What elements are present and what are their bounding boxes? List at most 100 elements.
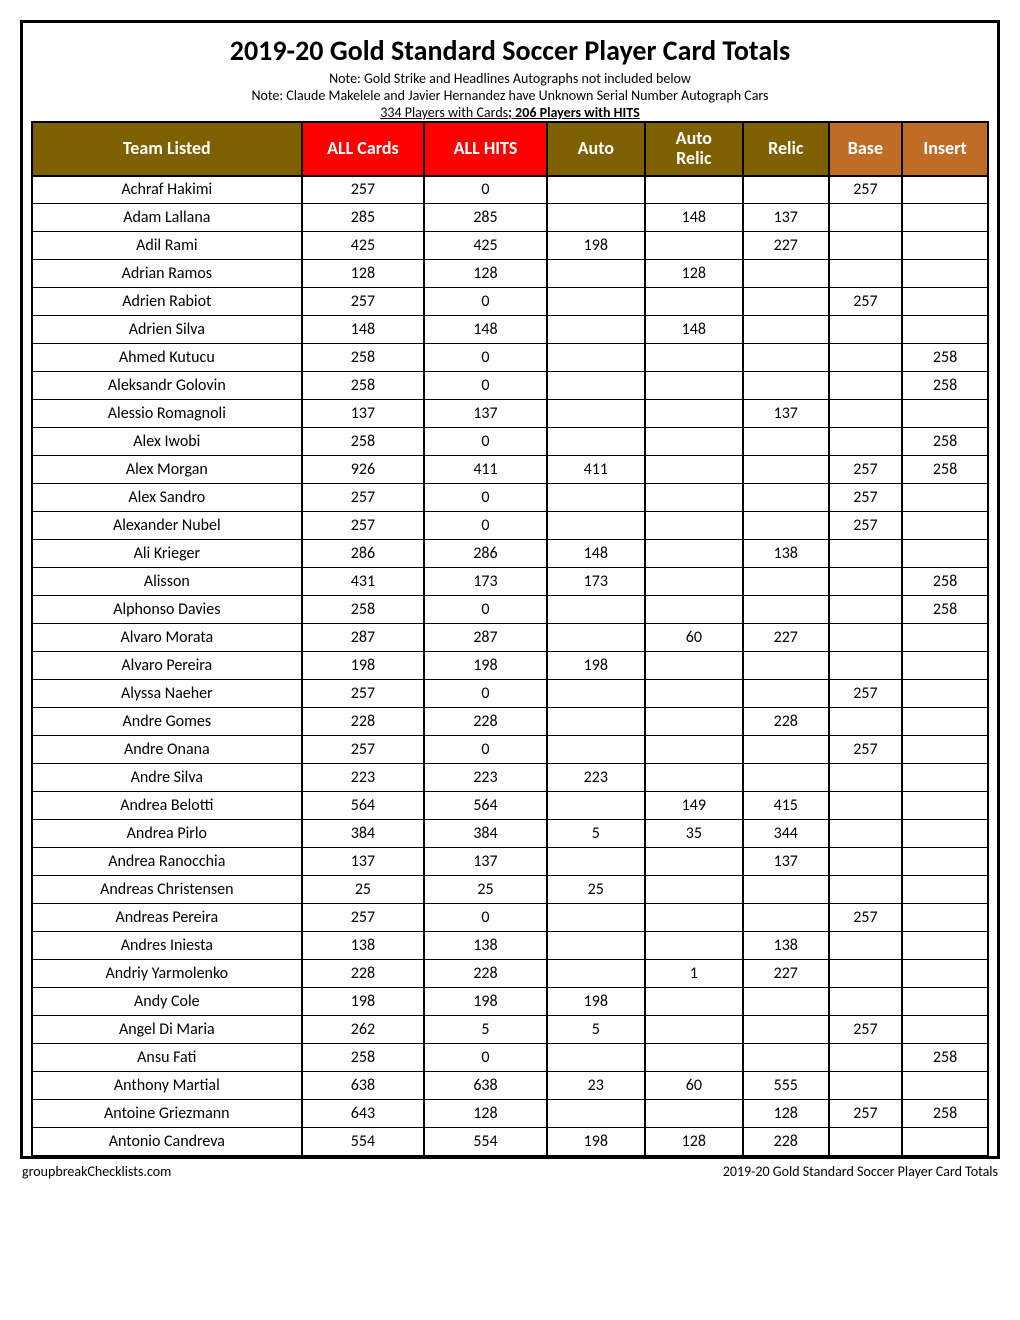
table-row: Alvaro Morata28728760227 <box>32 624 988 652</box>
value-cell <box>829 204 903 232</box>
table-row: Alisson431173173258 <box>32 568 988 596</box>
value-cell: 0 <box>424 904 547 932</box>
value-cell <box>743 176 829 204</box>
player-name-cell: Adrian Ramos <box>32 260 302 288</box>
table-body: Achraf Hakimi2570257Adam Lallana28528514… <box>32 176 988 1156</box>
value-cell: 0 <box>424 428 547 456</box>
column-header: ALL HITS <box>424 122 547 176</box>
value-cell <box>902 820 988 848</box>
value-cell <box>902 288 988 316</box>
value-cell: 411 <box>547 456 645 484</box>
value-cell <box>743 484 829 512</box>
value-cell: 148 <box>547 540 645 568</box>
player-name-cell: Aleksandr Golovin <box>32 372 302 400</box>
value-cell <box>743 316 829 344</box>
value-cell: 0 <box>424 680 547 708</box>
player-name-cell: Adil Rami <box>32 232 302 260</box>
table-row: Adam Lallana285285148137 <box>32 204 988 232</box>
value-cell <box>645 540 743 568</box>
value-cell <box>902 848 988 876</box>
value-cell <box>829 988 903 1016</box>
value-cell <box>645 232 743 260</box>
table-row: Andrea Ranocchia137137137 <box>32 848 988 876</box>
value-cell <box>547 512 645 540</box>
player-name-cell: Antoine Griezmann <box>32 1100 302 1128</box>
table-row: Adrien Rabiot2570257 <box>32 288 988 316</box>
value-cell: 926 <box>302 456 425 484</box>
value-cell: 425 <box>302 232 425 260</box>
value-cell: 257 <box>302 512 425 540</box>
value-cell: 257 <box>829 456 903 484</box>
table-row: Alphonso Davies2580258 <box>32 596 988 624</box>
column-header: ALL Cards <box>302 122 425 176</box>
value-cell: 257 <box>302 288 425 316</box>
value-cell: 228 <box>424 708 547 736</box>
table-row: Aleksandr Golovin2580258 <box>32 372 988 400</box>
value-cell: 198 <box>547 652 645 680</box>
player-name-cell: Adrien Rabiot <box>32 288 302 316</box>
player-name-cell: Andrea Pirlo <box>32 820 302 848</box>
value-cell <box>645 680 743 708</box>
column-header: Auto <box>547 122 645 176</box>
value-cell: 425 <box>424 232 547 260</box>
value-cell <box>547 176 645 204</box>
value-cell <box>902 540 988 568</box>
value-cell: 128 <box>302 260 425 288</box>
value-cell: 128 <box>743 1100 829 1128</box>
value-cell: 128 <box>645 260 743 288</box>
player-name-cell: Adam Lallana <box>32 204 302 232</box>
value-cell <box>547 344 645 372</box>
value-cell: 223 <box>424 764 547 792</box>
player-name-cell: Antonio Candreva <box>32 1128 302 1156</box>
value-cell <box>829 792 903 820</box>
value-cell: 5 <box>547 1016 645 1044</box>
player-table: Team ListedALL CardsALL HITSAutoAutoReli… <box>31 121 989 1156</box>
table-row: Ali Krieger286286148138 <box>32 540 988 568</box>
value-cell <box>645 568 743 596</box>
table-row: Adil Rami425425198227 <box>32 232 988 260</box>
value-cell <box>645 288 743 316</box>
player-name-cell: Alex Sandro <box>32 484 302 512</box>
value-cell <box>829 596 903 624</box>
value-cell <box>645 176 743 204</box>
value-cell <box>645 876 743 904</box>
value-cell: 257 <box>829 904 903 932</box>
value-cell <box>645 708 743 736</box>
value-cell: 149 <box>645 792 743 820</box>
table-row: Achraf Hakimi2570257 <box>32 176 988 204</box>
value-cell <box>902 932 988 960</box>
value-cell <box>902 792 988 820</box>
value-cell: 257 <box>829 1016 903 1044</box>
value-cell: 128 <box>645 1128 743 1156</box>
value-cell <box>743 372 829 400</box>
value-cell <box>645 372 743 400</box>
value-cell: 137 <box>743 400 829 428</box>
value-cell: 148 <box>645 316 743 344</box>
value-cell <box>645 596 743 624</box>
column-header: Relic <box>743 122 829 176</box>
value-cell: 0 <box>424 288 547 316</box>
value-cell: 384 <box>424 820 547 848</box>
value-cell <box>829 624 903 652</box>
value-cell: 257 <box>829 288 903 316</box>
value-cell: 287 <box>302 624 425 652</box>
column-header: Base <box>829 122 903 176</box>
value-cell <box>743 876 829 904</box>
value-cell <box>645 344 743 372</box>
table-row: Andrea Pirlo384384535344 <box>32 820 988 848</box>
value-cell: 0 <box>424 512 547 540</box>
value-cell <box>829 960 903 988</box>
value-cell: 138 <box>302 932 425 960</box>
value-cell <box>645 988 743 1016</box>
value-cell <box>829 232 903 260</box>
value-cell: 137 <box>424 400 547 428</box>
value-cell: 638 <box>302 1072 425 1100</box>
value-cell: 5 <box>424 1016 547 1044</box>
value-cell <box>902 204 988 232</box>
value-cell: 257 <box>829 680 903 708</box>
value-cell <box>645 652 743 680</box>
column-header: Team Listed <box>32 122 302 176</box>
value-cell <box>547 848 645 876</box>
value-cell <box>547 260 645 288</box>
table-header-row: Team ListedALL CardsALL HITSAutoAutoReli… <box>32 122 988 176</box>
